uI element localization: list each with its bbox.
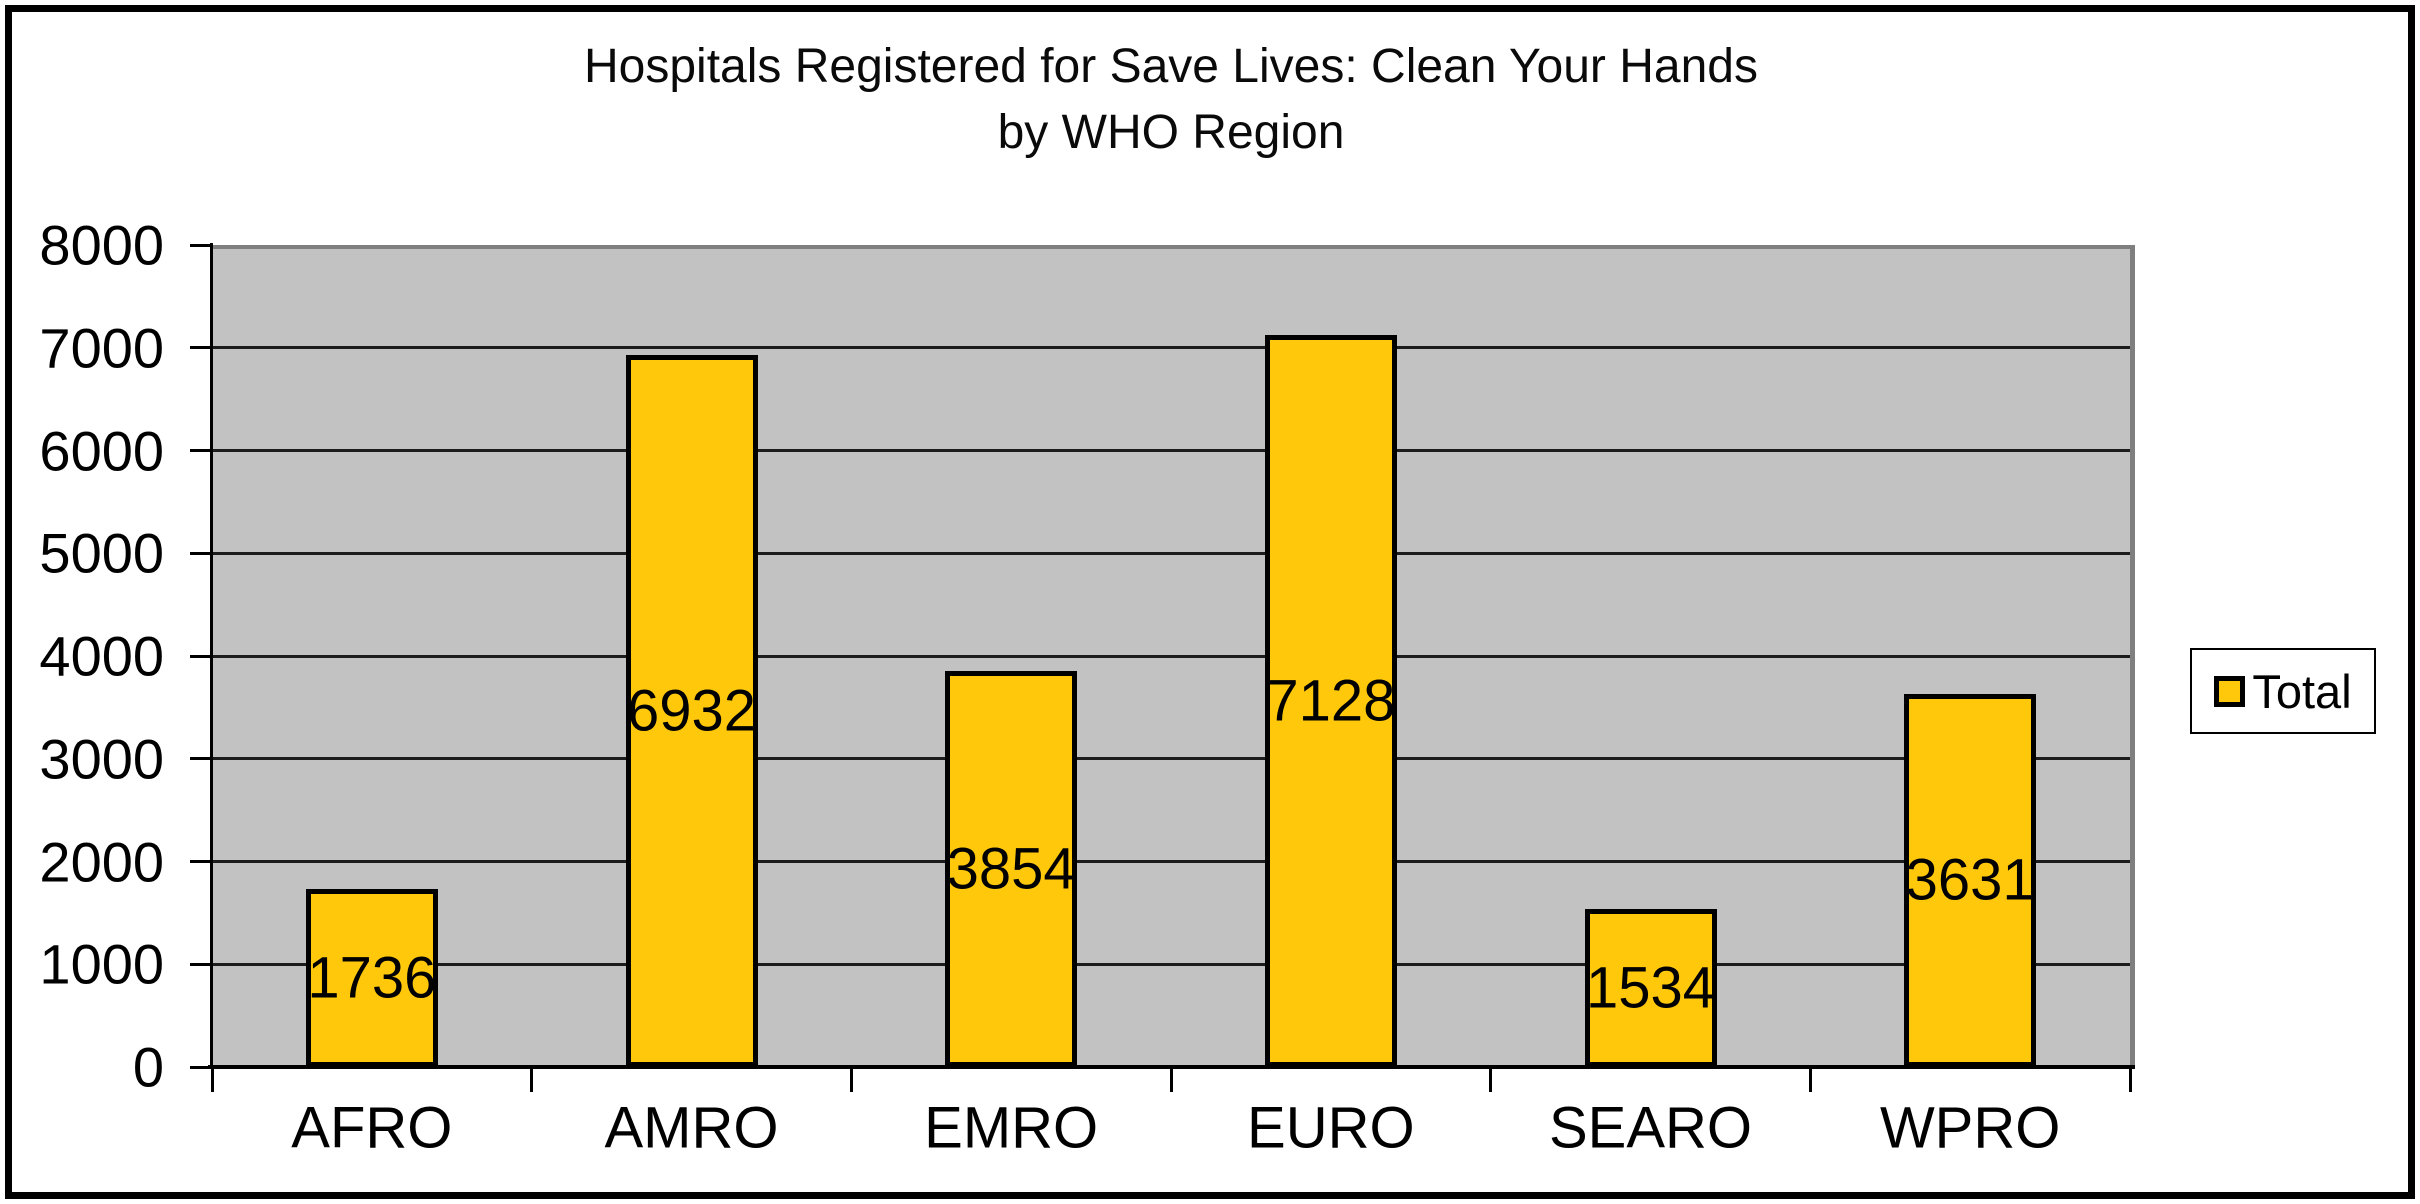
y-axis-tick (190, 962, 212, 966)
y-axis-label: 2000 (39, 830, 164, 893)
y-axis-tick (190, 551, 212, 555)
bar-value-label: 3854 (946, 836, 1076, 902)
x-axis-tick (1169, 1067, 1173, 1092)
gridline (213, 962, 2130, 966)
y-axis-label: 7000 (39, 316, 164, 380)
gridline (213, 757, 2130, 761)
bar-EMRO[interactable] (945, 671, 1078, 1067)
y-axis-label: 0 (132, 1035, 164, 1099)
y-axis-tick (190, 346, 212, 350)
y-axis-label: 1000 (39, 932, 164, 996)
gridline (213, 449, 2130, 452)
x-axis-label: EURO (1247, 1095, 1415, 1161)
chart-title: Hospitals Registered for Save Lives: Cle… (212, 34, 2130, 166)
chart-title-line2: by WHO Region (997, 106, 1345, 159)
y-axis-tick (190, 449, 212, 452)
x-axis-tick (1489, 1067, 1493, 1092)
gridline (213, 860, 2130, 863)
bar-AMRO[interactable] (625, 354, 758, 1067)
x-axis-tick (2128, 1067, 2132, 1092)
bar-value-label: 3631 (1905, 847, 2035, 913)
bar-AFRO[interactable] (305, 888, 438, 1067)
y-axis-label: 6000 (39, 419, 164, 482)
x-axis-label: EMRO (924, 1095, 1099, 1161)
y-axis-label: 4000 (39, 624, 164, 688)
gridline (213, 654, 2130, 658)
x-axis-label: SEARO (1548, 1095, 1753, 1161)
bar-EURO[interactable] (1264, 334, 1397, 1067)
y-axis-tick (190, 1065, 212, 1069)
x-axis-label: AFRO (291, 1095, 453, 1161)
bar-value-label: 7128 (1266, 668, 1396, 734)
plot-border-top (212, 245, 2135, 249)
x-axis-tick (849, 1067, 853, 1092)
x-axis-label: WPRO (1879, 1095, 2061, 1161)
legend[interactable]: Total (2190, 648, 2376, 734)
y-axis-label: 3000 (39, 727, 164, 791)
x-axis-label: AMRO (604, 1095, 779, 1161)
x-axis-tick (1808, 1067, 1812, 1092)
gridline (213, 551, 2130, 555)
gridline (213, 346, 2130, 350)
bar-value-label: 1736 (307, 945, 437, 1011)
y-axis-tick (190, 860, 212, 863)
x-axis-tick (210, 1067, 214, 1092)
bar-value-label: 1534 (1585, 955, 1716, 1021)
plot-border-right (2130, 245, 2135, 1067)
bar-SEARO[interactable] (1584, 909, 1717, 1067)
legend-swatch-icon (2214, 675, 2246, 707)
bar-WPRO[interactable] (1904, 693, 2037, 1067)
y-axis-tick (190, 243, 212, 247)
y-axis-label: 8000 (39, 213, 164, 277)
y-axis-tick (190, 654, 212, 658)
bar-value-label: 6932 (626, 678, 757, 744)
legend-label: Total (2252, 664, 2352, 718)
y-axis-tick (190, 757, 212, 761)
x-axis-tick (530, 1067, 534, 1092)
y-axis-label: 5000 (39, 521, 164, 585)
chart-title-line1: Hospitals Registered for Save Lives: Cle… (584, 40, 1758, 93)
